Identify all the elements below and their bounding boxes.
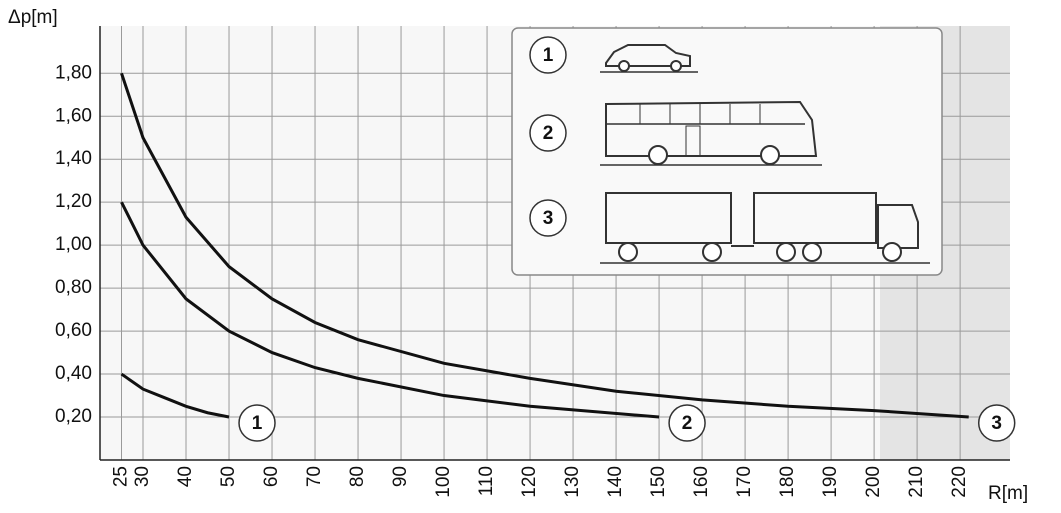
curve-label: 3 — [991, 413, 1002, 434]
y-tick-label: 0,20 — [55, 406, 92, 427]
y-tick-label: 1,80 — [55, 62, 92, 83]
x-tick-label: 210 — [906, 466, 927, 498]
legend-label: 3 — [543, 208, 554, 229]
x-tick-label: 110 — [476, 466, 497, 496]
x-tick-label: 120 — [519, 466, 540, 498]
x-tick-label: 160 — [691, 466, 712, 498]
y-axis-label: Δp[m] — [8, 7, 58, 28]
x-tick-label: 30 — [132, 466, 153, 487]
chart: Δp[m] R[m] — [0, 0, 1061, 513]
x-tick-label: 170 — [734, 466, 755, 498]
curve-label: 1 — [252, 413, 263, 434]
legend-label: 1 — [543, 45, 554, 66]
y-tick-label: 0,40 — [55, 363, 92, 384]
x-tick-label: 50 — [218, 466, 239, 487]
x-tick-label: 80 — [347, 466, 368, 487]
legend-label: 2 — [543, 123, 554, 144]
x-axis-label: R[m] — [988, 483, 1028, 504]
x-tick-label: 220 — [949, 466, 970, 498]
x-tick-label: 140 — [605, 466, 626, 498]
x-tick-label: 180 — [777, 466, 798, 498]
x-tick-label: 190 — [820, 466, 841, 498]
x-tick-label: 200 — [863, 466, 884, 498]
y-tick-label: 1,20 — [55, 191, 92, 212]
x-tick-label: 100 — [433, 466, 454, 498]
x-tick-label: 60 — [261, 466, 282, 487]
y-tick-label: 1,00 — [55, 234, 92, 255]
curve-label: 2 — [682, 413, 693, 434]
x-tick-label: 150 — [648, 466, 669, 498]
x-tick-label: 40 — [175, 466, 196, 487]
y-tick-label: 1,40 — [55, 148, 92, 169]
y-tick-label: 0,60 — [55, 320, 92, 341]
x-tick-label: 130 — [562, 466, 583, 498]
legend — [512, 28, 942, 275]
x-tick-label: 70 — [304, 466, 325, 487]
x-tick-label: 90 — [390, 466, 411, 487]
x-tick-label: 25 — [111, 466, 132, 487]
y-tick-label: 1,60 — [55, 105, 92, 126]
y-tick-label: 0,80 — [55, 277, 92, 298]
